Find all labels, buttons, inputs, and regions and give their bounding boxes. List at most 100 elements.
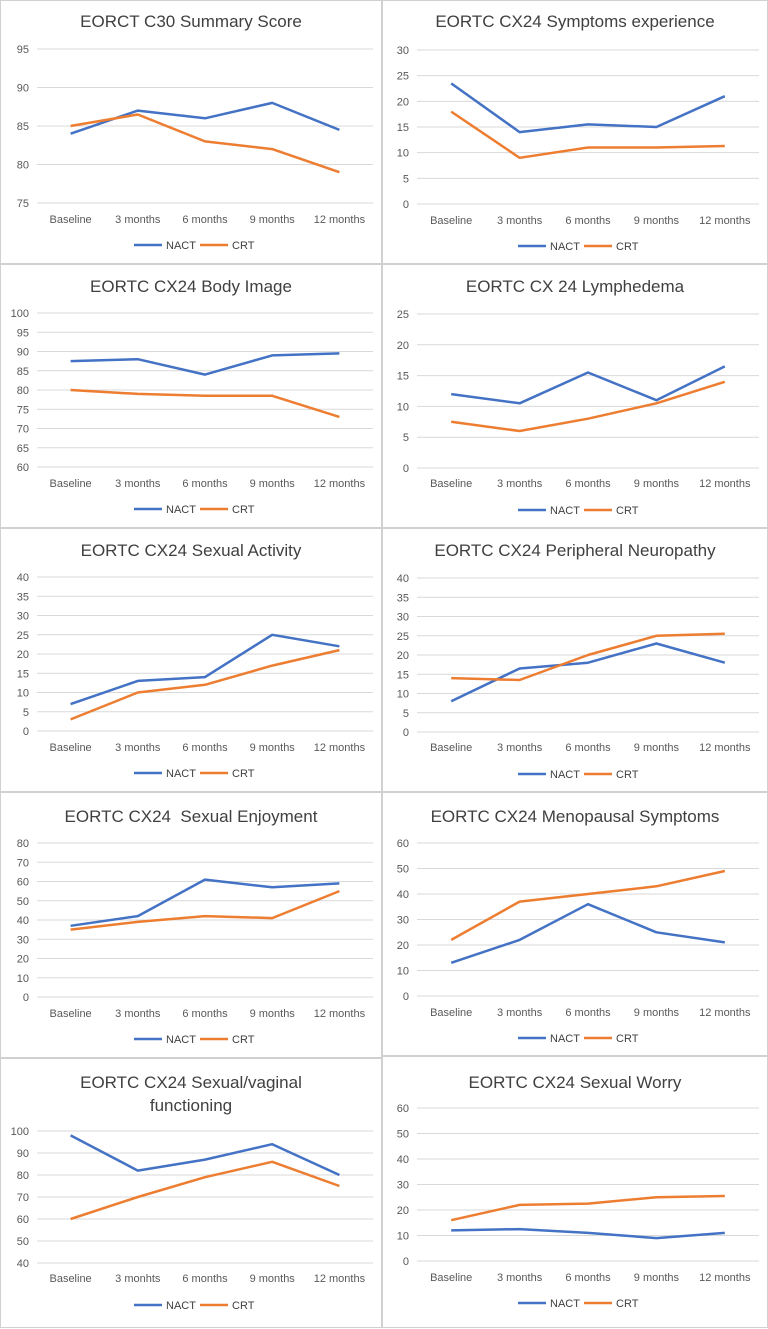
y-tick-label: 50: [17, 1236, 29, 1248]
y-tick-label: 10: [397, 966, 409, 978]
series-line-crt: [451, 632, 725, 682]
series-line-nact: [70, 352, 340, 376]
y-tick-label: 40: [17, 572, 29, 584]
y-tick-label: 0: [403, 199, 409, 211]
x-tick-label: 3 months: [497, 1272, 543, 1284]
y-tick-label: 65: [17, 443, 29, 455]
chart-panel-menopausal-symptoms: 0 10 20 30 40 50 60 Baseline 3 months 6 months 9 m…: [382, 792, 768, 1056]
chart-panel-lymphedema: 0 5 10 15 20 25 Baseline 3 months 6 months 9 mont…: [382, 264, 768, 528]
legend-label-crt: CRT: [616, 1298, 639, 1310]
legend-label-crt: CRT: [232, 1300, 255, 1312]
y-tick-label: 20: [17, 954, 29, 966]
chart-title: EORTC CX24 Sexual Activity: [80, 541, 302, 560]
x-tick-label: 3 months: [115, 214, 161, 226]
legend-label-nact: NACT: [166, 1300, 196, 1312]
y-tick-label: 50: [397, 1129, 409, 1141]
series-line-crt: [450, 1194, 725, 1222]
y-tick-label: 10: [397, 1231, 409, 1243]
chart-panel-sexual-vaginal-functioning: 40 50 60 70 80 90 100 Baseline 3 monhts 6 months 9…: [0, 1058, 382, 1328]
chart-panel-sexual-enjoyment: 0 10 20 30 40 50 60 70 80 Baseline 3 months 6 month…: [0, 792, 382, 1058]
chart-panel-c30-summary: 75 80 85 90 95 Baseline 3 months 6 months 9 mont…: [0, 0, 382, 264]
y-tick-label: 80: [17, 385, 29, 397]
y-tick-label: 10: [397, 148, 409, 160]
y-tick-label: 80: [17, 160, 29, 172]
y-tick-label: 0: [23, 726, 29, 738]
y-tick-label: 30: [397, 612, 409, 624]
y-tick-label: 60: [17, 1214, 29, 1226]
y-tick-label: 75: [17, 404, 29, 416]
y-tick-label: 25: [397, 71, 409, 83]
y-tick-label: 60: [397, 1103, 409, 1115]
x-tick-label: 9 months: [634, 215, 680, 227]
x-tick-label: 12 months: [699, 1007, 751, 1019]
series-line-nact: [450, 902, 725, 964]
series-line-nact: [450, 642, 726, 703]
y-tick-label: 75: [17, 198, 29, 210]
y-tick-label: 5: [23, 707, 29, 719]
y-tick-label: 90: [17, 1148, 29, 1160]
legend-label-nact: NACT: [550, 1298, 580, 1310]
y-tick-label: 90: [17, 83, 29, 95]
y-tick-label: 20: [397, 940, 409, 952]
x-tick-label: 6 months: [182, 1273, 228, 1285]
x-tick-label: 9 months: [250, 1008, 296, 1020]
y-tick-label: 15: [17, 668, 29, 680]
chart-panel-sexual-worry: 0 10 20 30 40 50 60 Baseline 3 months 6 months 9 m…: [382, 1056, 768, 1328]
y-tick-label: 85: [17, 366, 29, 378]
line-chart-svg: 0 5 10 15 20 25 30 Baseline 3 months 6 months 9 mo…: [397, 45, 759, 253]
x-tick-label: 9 months: [634, 742, 680, 754]
series-line-crt: [70, 648, 340, 721]
x-tick-label: 6 months: [182, 742, 228, 754]
legend-label-nact: NACT: [166, 240, 196, 252]
legend-label-nact: NACT: [166, 1034, 196, 1046]
y-tick-label: 40: [397, 573, 409, 585]
y-tick-label: 0: [403, 991, 409, 1003]
y-tick-label: 50: [397, 864, 409, 876]
y-tick-label: 60: [17, 462, 29, 474]
y-tick-label: 20: [397, 96, 409, 108]
x-tick-label: 6 months: [182, 214, 228, 226]
y-tick-label: 100: [11, 1126, 29, 1138]
x-tick-label: 12 months: [699, 478, 751, 490]
y-tick-label: 30: [17, 611, 29, 623]
series-line-crt: [450, 110, 725, 160]
chart-title: EORTC CX24 Sexual Enjoyment: [64, 807, 318, 826]
x-tick-label: 6 months: [182, 478, 228, 490]
y-tick-label: 35: [397, 592, 409, 604]
x-tick-label: 3 months: [497, 742, 543, 754]
y-tick-label: 35: [17, 591, 29, 603]
y-tick-label: 95: [17, 44, 29, 56]
x-tick-label: 3 months: [115, 742, 161, 754]
y-tick-label: 40: [397, 1154, 409, 1166]
series-line-nact: [450, 82, 726, 134]
x-tick-label: Baseline: [49, 742, 91, 754]
series-line-nact: [70, 1134, 340, 1177]
y-tick-label: 30: [17, 934, 29, 946]
x-tick-label: 3 monhts: [115, 1273, 161, 1285]
y-tick-label: 0: [23, 992, 29, 1004]
x-tick-label: Baseline: [430, 1007, 472, 1019]
line-chart-svg: 40 50 60 70 80 90 100 Baseline 3 monhts 6 months 9…: [11, 1126, 373, 1312]
series-line-crt: [70, 113, 340, 174]
x-tick-label: 6 months: [565, 742, 611, 754]
y-tick-label: 5: [403, 173, 409, 185]
x-tick-label: Baseline: [430, 742, 472, 754]
x-tick-label: 12 months: [314, 1273, 366, 1285]
y-tick-label: 15: [397, 371, 409, 383]
legend-label-crt: CRT: [616, 1033, 639, 1045]
legend-label-crt: CRT: [232, 504, 255, 516]
y-tick-label: 85: [17, 121, 29, 133]
chart-panel-peripheral-neuropathy: 0 5 10 15 20 25 30 35 40 Baseline 3 months 6 months…: [382, 528, 768, 792]
series-line-crt: [450, 869, 726, 941]
x-tick-label: 6 months: [565, 215, 611, 227]
x-tick-label: 9 months: [634, 1007, 680, 1019]
line-chart-svg: 0 10 20 30 40 50 60 Baseline 3 months 6 months 9 m…: [397, 1103, 759, 1310]
chart-panel-sexual-activity: 0 5 10 15 20 25 30 35 40 Baseline 3 months 6 months…: [0, 528, 382, 792]
y-tick-label: 70: [17, 1192, 29, 1204]
y-tick-label: 50: [17, 896, 29, 908]
y-tick-label: 25: [397, 631, 409, 643]
y-tick-label: 0: [403, 463, 409, 475]
y-tick-label: 80: [17, 838, 29, 850]
legend-label-crt: CRT: [232, 1034, 255, 1046]
x-tick-label: 12 months: [314, 478, 366, 490]
